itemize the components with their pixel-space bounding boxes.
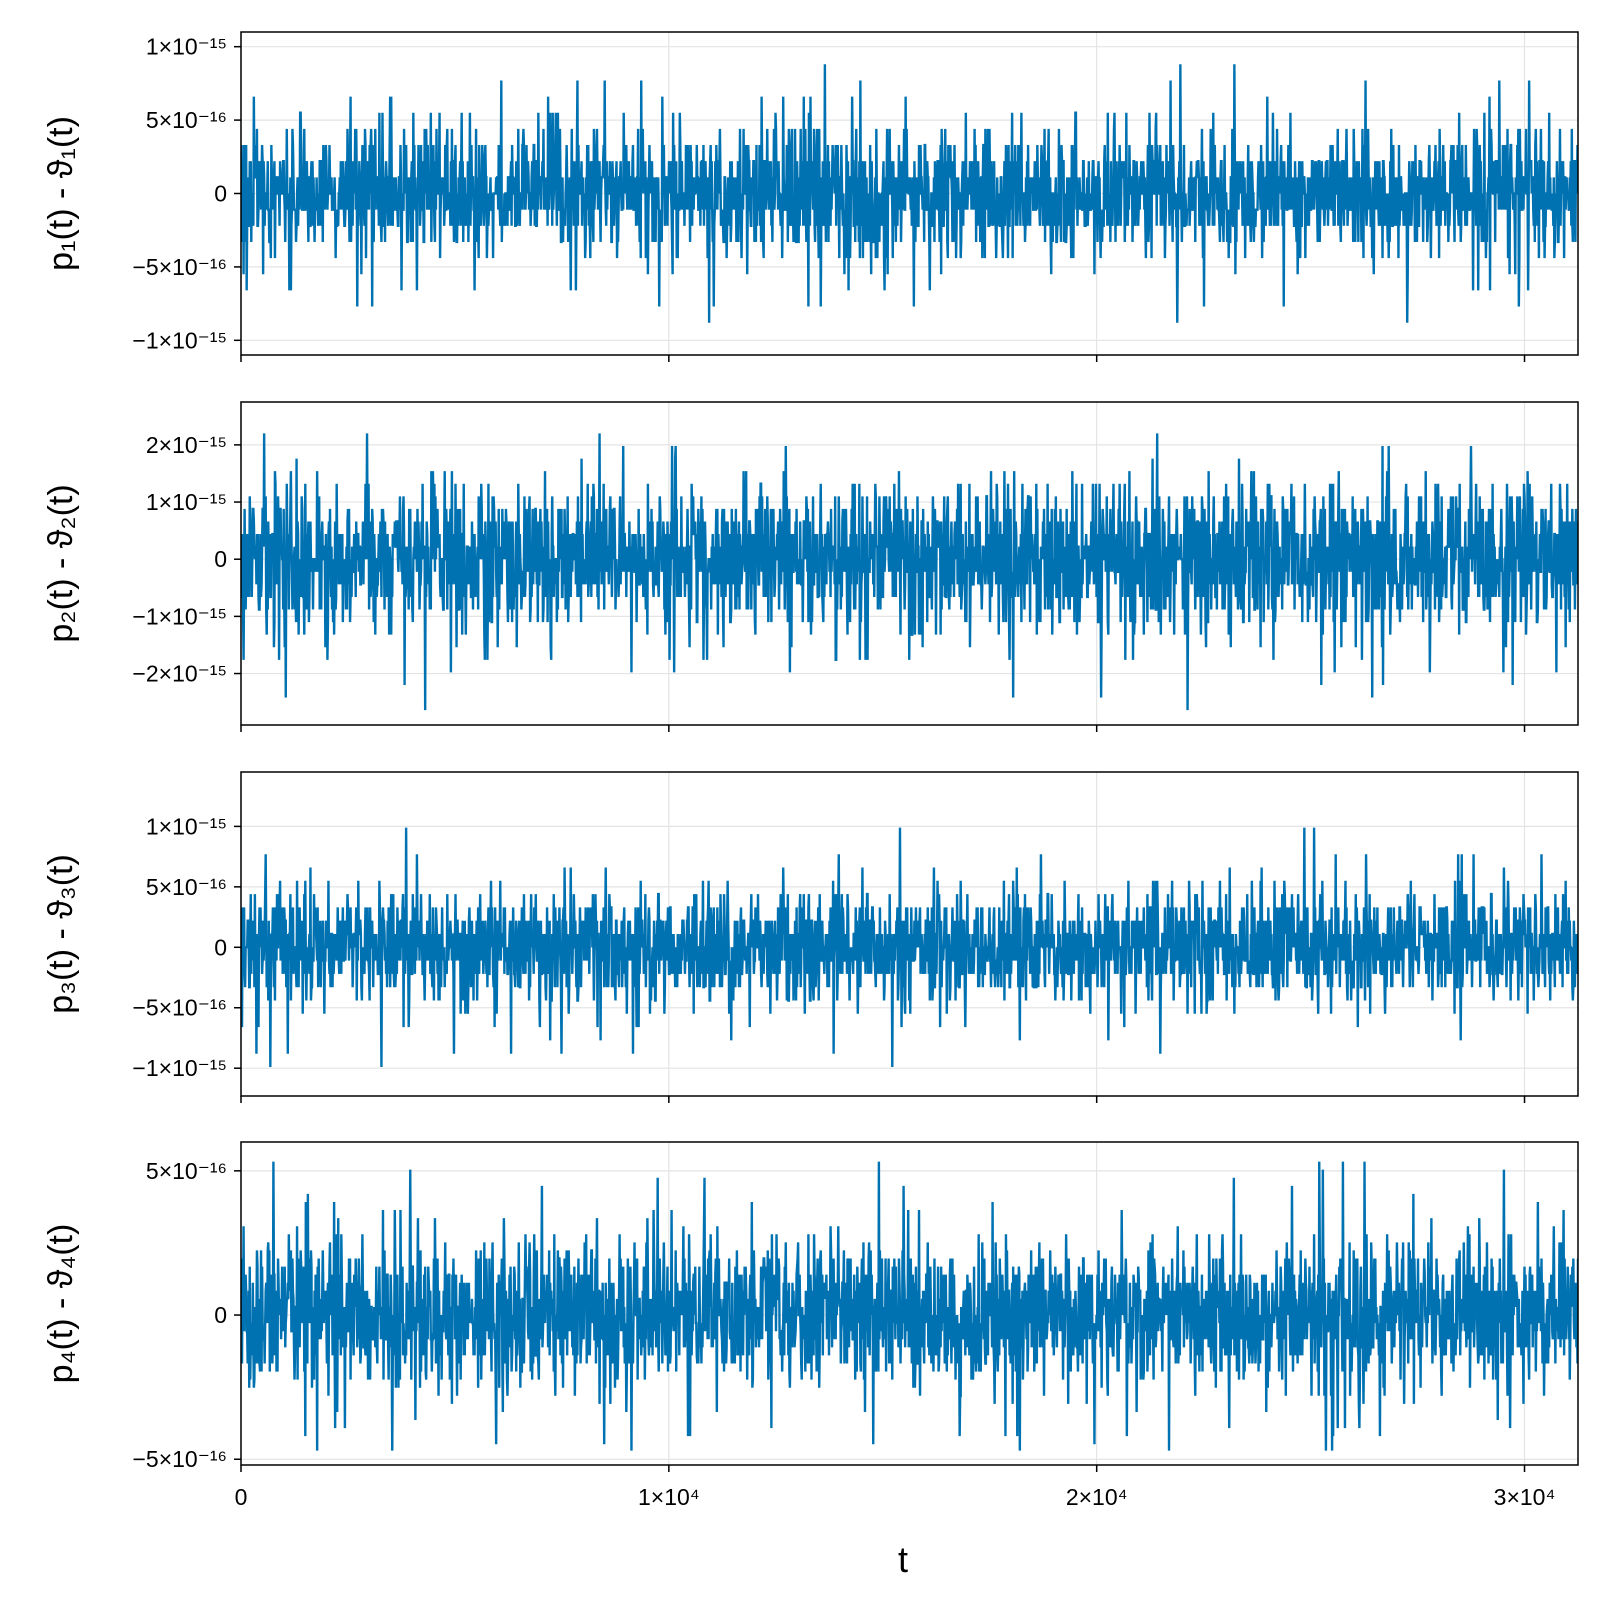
y-tick-label: 5×10⁻¹⁶ bbox=[146, 1158, 227, 1184]
panel-3: 1×10⁻¹⁵ 5×10⁻¹⁶ 0 −5×10⁻¹⁶ −1×10⁻¹⁵ p₃(t) - ϑ… bbox=[42, 771, 1579, 1103]
y-tick-label: 0 bbox=[214, 934, 227, 960]
axes-frame bbox=[240, 771, 1579, 1097]
series-line bbox=[241, 64, 1578, 323]
y-tick-label: 2×10⁻¹⁵ bbox=[146, 432, 227, 458]
y-tick-label: 5×10⁻¹⁶ bbox=[146, 874, 227, 900]
y-tick-label: 5×10⁻¹⁶ bbox=[146, 107, 227, 133]
y-tick-label: 0 bbox=[214, 546, 227, 572]
y-tick-label: −1×10⁻¹⁵ bbox=[132, 603, 227, 629]
x-tick-label: 3×10⁴ bbox=[1494, 1484, 1556, 1510]
y-axis-label: p₂(t) - ϑ₂(t) bbox=[42, 484, 80, 642]
y-tick-label: −1×10⁻¹⁵ bbox=[132, 1055, 227, 1081]
y-tick-label: 1×10⁻¹⁵ bbox=[146, 813, 227, 839]
series-line bbox=[241, 433, 1578, 711]
axes-frame bbox=[240, 1141, 1579, 1466]
y-tick-label: −2×10⁻¹⁵ bbox=[132, 661, 227, 687]
y-tick-label: 1×10⁻¹⁵ bbox=[146, 34, 227, 60]
panels-layer: 1×10⁻¹⁵ 5×10⁻¹⁶ 0 −5×10⁻¹⁶ −1×10⁻¹⁵ p₁(t) - ϑ… bbox=[42, 31, 1579, 1510]
y-axis-label: p₄(t) - ϑ₄(t) bbox=[42, 1224, 80, 1384]
x-tick-label: 1×10⁴ bbox=[638, 1484, 700, 1510]
y-tick-label: −5×10⁻¹⁶ bbox=[132, 254, 227, 280]
y-axis-label: p₁(t) - ϑ₁(t) bbox=[42, 116, 80, 271]
panel-4: 5×10⁻¹⁶ 0 −5×10⁻¹⁶ 0 1×10⁴ 2×10⁴ 3×10⁴ p₄(t) - … bbox=[42, 1141, 1579, 1510]
y-tick-label: 1×10⁻¹⁵ bbox=[146, 489, 227, 515]
x-tick-label: 0 bbox=[235, 1484, 248, 1510]
y-tick-label: −5×10⁻¹⁶ bbox=[132, 995, 227, 1021]
x-tick-label: 2×10⁴ bbox=[1066, 1484, 1128, 1510]
panel-2: 2×10⁻¹⁵ 1×10⁻¹⁵ 0 −1×10⁻¹⁵ −2×10⁻¹⁵ p₂(t) - ϑ… bbox=[42, 401, 1579, 732]
y-tick-label: 0 bbox=[214, 181, 227, 207]
axes-frame bbox=[240, 401, 1579, 726]
series-line bbox=[241, 827, 1578, 1067]
y-axis-label: p₃(t) - ϑ₃(t) bbox=[42, 854, 80, 1014]
y-tick-label: 0 bbox=[214, 1302, 227, 1328]
y-tick-label: −1×10⁻¹⁵ bbox=[132, 327, 227, 353]
x-axis-label: t bbox=[898, 1539, 908, 1580]
y-tick-label: −5×10⁻¹⁶ bbox=[132, 1446, 227, 1472]
panel-1: 1×10⁻¹⁵ 5×10⁻¹⁶ 0 −5×10⁻¹⁶ −1×10⁻¹⁵ p₁(t) - ϑ… bbox=[42, 31, 1579, 362]
series-line bbox=[241, 1161, 1578, 1451]
